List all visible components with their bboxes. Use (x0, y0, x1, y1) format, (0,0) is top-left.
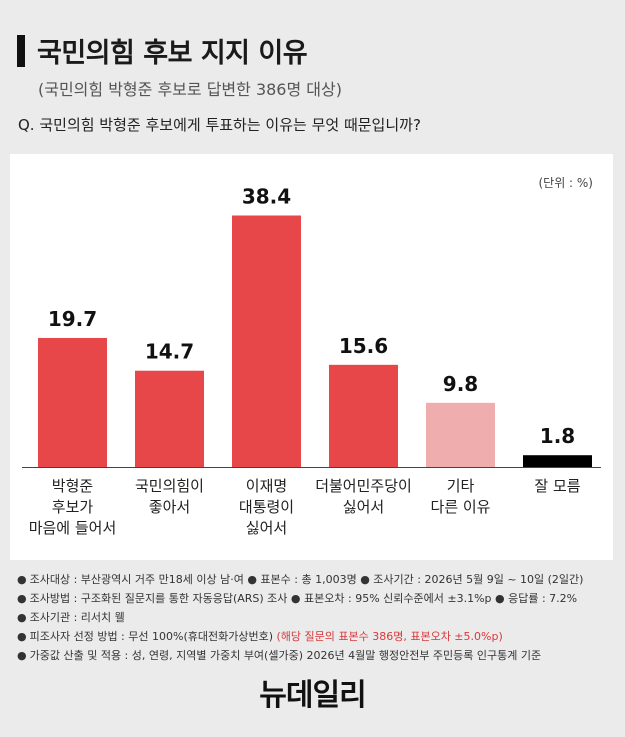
category-label-3: 이재명 (246, 477, 287, 495)
category-label-3: 대통령이 (239, 498, 294, 516)
page-subtitle: (국민의힘 박형준 후보로 답변한 386명 대상) (38, 80, 342, 99)
survey-question: Q. 국민의힘 박형준 후보에게 투표하는 이유는 무엇 때문입니까? (18, 116, 421, 134)
note-line: ● 조사대상 : 부산광역시 거주 만18세 이상 남·여 ● 표본수 : 총 1… (17, 573, 584, 586)
bar-1 (38, 337, 107, 467)
bar-3 (232, 215, 301, 467)
category-label-4: 싫어서 (343, 498, 384, 516)
note-line: ● 피조사자 선정 방법 : 무선 100%(휴대전화가상번호) (해당 질문의 … (17, 630, 503, 643)
newdaily-logo: 뉴데일리 (0, 670, 625, 714)
bar-2 (135, 370, 204, 467)
note-red-text: (해당 질문의 표본수 386명, 표본오차 ±5.0%p) (276, 630, 503, 643)
category-label-1: 마음에 들어서 (29, 519, 117, 537)
category-label-2: 좋아서 (149, 498, 190, 516)
note-text: 조사대상 : 부산광역시 거주 만18세 이상 남·여 ● 표본수 : 총 1,… (29, 573, 584, 586)
note-line: ● 가중값 산출 및 적용 : 성, 연령, 지역별 가중치 부여(셀가중) 20… (17, 649, 542, 662)
title-block: 국민의힘 후보 지지 이유 (17, 31, 308, 70)
note-text: 가중값 산출 및 적용 : 성, 연령, 지역별 가중치 부여(셀가중) 202… (29, 649, 542, 662)
note-text: 조사방법 : 구조화된 질문지를 통한 자동응답(ARS) 조사 ● 표본오차 … (29, 592, 578, 605)
note-line: ● 조사기관 : 리서치 웰 (17, 611, 125, 624)
value-label-6: 1.8 (540, 424, 575, 448)
bar-4 (329, 364, 398, 467)
unit-label: (단위 : %) (538, 176, 593, 190)
note-text: 조사기관 : 리서치 웰 (29, 611, 125, 624)
category-label-3: 싫어서 (246, 519, 287, 537)
bar-5 (426, 402, 495, 467)
category-label-1: 박형준 (52, 477, 94, 495)
category-label-1: 후보가 (52, 498, 94, 516)
category-label-5: 다른 이유 (431, 498, 491, 516)
survey-notes: ● 조사대상 : 부산광역시 거주 만18세 이상 남·여 ● 표본수 : 총 1… (17, 570, 583, 665)
category-label-6: 잘 모름 (534, 477, 580, 495)
bar-6 (523, 455, 592, 467)
value-label-1: 19.7 (48, 307, 97, 331)
note-line: ● 조사방법 : 구조화된 질문지를 통한 자동응답(ARS) 조사 ● 표본오차… (17, 592, 578, 605)
logo-text: 뉴데일리 (259, 678, 366, 713)
category-label-5: 기타 (447, 477, 475, 495)
title-bar-mark (17, 34, 25, 67)
value-label-4: 15.6 (339, 334, 388, 358)
value-label-5: 9.8 (443, 372, 478, 396)
category-label-2: 국민의힘이 (135, 477, 204, 495)
value-label-2: 14.7 (145, 340, 194, 364)
value-label-3: 38.4 (242, 184, 291, 208)
category-label-4: 더불어민주당이 (315, 477, 412, 495)
note-text: 피조사자 선정 방법 : 무선 100%(휴대전화가상번호) (29, 630, 277, 643)
page-title: 국민의힘 후보 지지 이유 (37, 38, 308, 69)
